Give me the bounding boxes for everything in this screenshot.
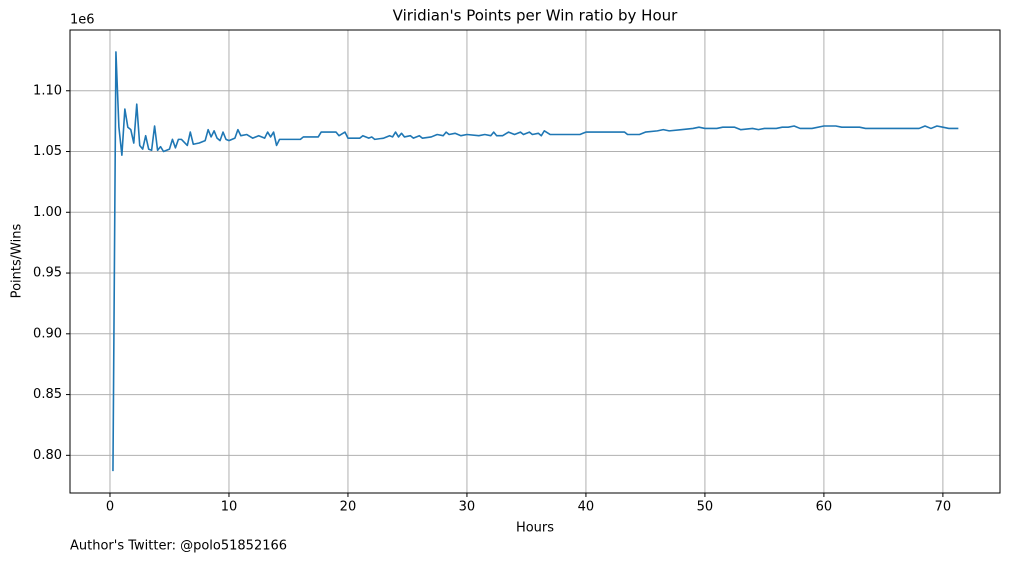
x-tick-label: 40 [578,500,595,515]
y-tick-label: 0.95 [33,266,62,281]
x-tick-label: 50 [697,500,714,515]
x-axis-label: Hours [516,521,554,536]
chart-title: Viridian's Points per Win ratio by Hour [393,7,678,25]
x-tick-label: 70 [935,500,952,515]
y-tick-label: 0.80 [33,448,62,463]
y-tick-label: 1.05 [33,144,62,159]
y-tick-label: 0.90 [33,326,62,341]
y-tick-label: 1.10 [33,83,62,98]
x-tick-label: 10 [221,500,238,515]
y-tick-label: 1.00 [33,205,62,220]
x-tick-label: 0 [106,500,114,515]
x-tick-label: 60 [816,500,833,515]
x-tick-label: 30 [459,500,476,515]
y-tick-label: 0.85 [33,387,62,402]
plot-frame [69,29,1001,494]
line-series [112,51,959,472]
x-tick-label: 20 [340,500,357,515]
y-offset-label: 1e6 [70,13,95,28]
y-axis-label: Points/Wins [10,223,25,298]
footnote: Author's Twitter: @polo51852166 [70,539,287,554]
